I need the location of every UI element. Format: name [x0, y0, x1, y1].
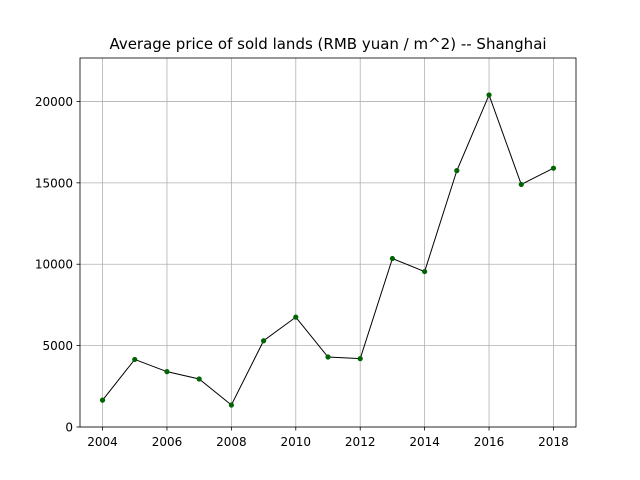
data-point [132, 356, 138, 363]
data-point [228, 402, 234, 408]
data-point [196, 376, 202, 382]
data-point [325, 354, 331, 360]
x-tick-label: 2016 [474, 435, 505, 449]
x-tick-label: 2008 [216, 435, 247, 449]
data-point [260, 338, 267, 344]
plot-area [99, 92, 557, 408]
y-tick-label: 5000 [42, 339, 73, 353]
y-tick-label: 20000 [35, 95, 73, 109]
data-point [518, 181, 524, 188]
data-point [550, 165, 557, 171]
data-point [454, 168, 460, 174]
x-tick-label: 2004 [87, 435, 118, 449]
axes-frame [79, 57, 577, 428]
data-point [293, 314, 299, 320]
data-point [164, 369, 170, 375]
grid [80, 58, 576, 428]
data-point [357, 356, 363, 362]
data-point [99, 397, 106, 403]
x-tick-label: 2018 [538, 435, 569, 449]
data-point [486, 92, 492, 98]
axes: 2004 2006 2008 2010 2012 2014 2016 2018 0 5000 100… [35, 57, 577, 449]
data-point [389, 255, 396, 262]
y-tick-label: 15000 [35, 176, 73, 190]
x-tick-label: 2014 [409, 435, 440, 449]
x-tick-label: 2012 [345, 435, 376, 449]
y-tick-label: 10000 [35, 258, 73, 272]
data-point [422, 268, 428, 275]
x-tick-label: 2006 [152, 435, 183, 449]
chart-title: Average price of sold lands (RMB yuan / … [109, 35, 546, 53]
x-tick-label: 2010 [281, 435, 312, 449]
y-tick-label: 0 [65, 421, 73, 435]
